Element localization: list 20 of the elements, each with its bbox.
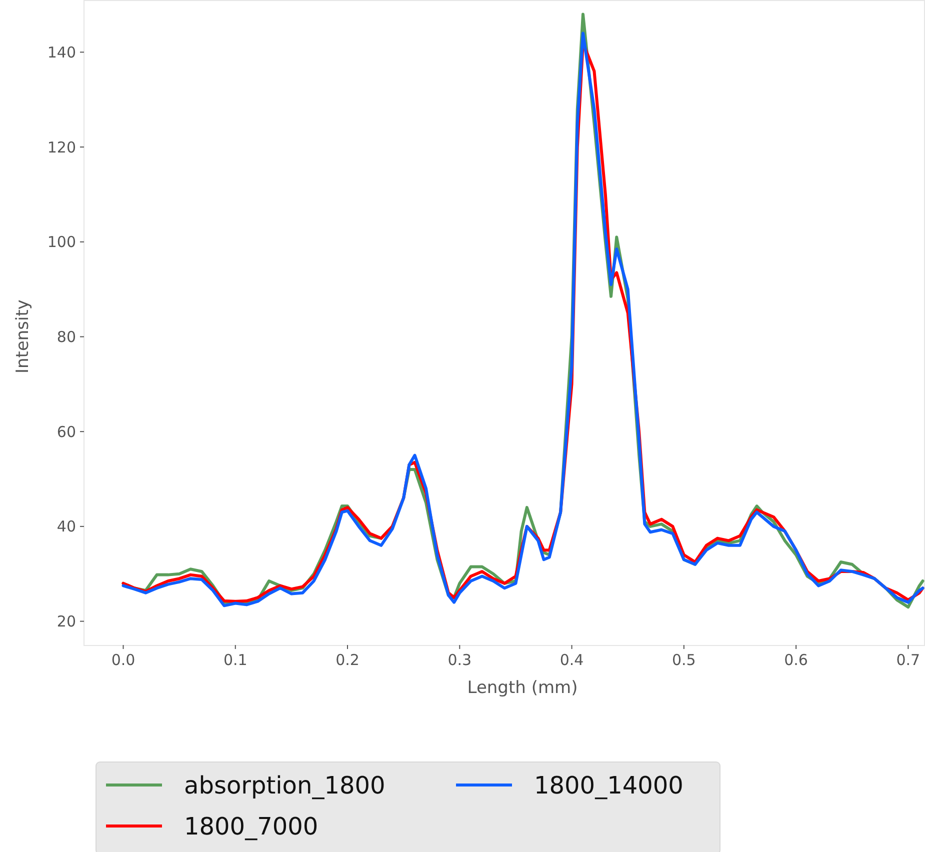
- x-tick-label: 0.2: [336, 651, 360, 669]
- y-tick-label: 20: [56, 612, 76, 631]
- y-tick-label: 140: [47, 43, 76, 62]
- y-tick-label: 120: [47, 138, 76, 156]
- y-tick-label: 60: [56, 422, 76, 441]
- x-tick-label: 0.5: [672, 651, 696, 669]
- x-tick-label: 0.7: [896, 651, 920, 669]
- x-tick-label: 0.3: [448, 651, 472, 669]
- x-tick-label: 0.6: [784, 651, 808, 669]
- y-tick-label: 80: [56, 328, 76, 346]
- x-tick-label: 0.4: [560, 651, 584, 669]
- y-tick-label: 40: [56, 518, 76, 536]
- x-tick-label: 0.0: [111, 651, 136, 669]
- y-tick-label: 100: [47, 233, 76, 252]
- legend-label: 1800_7000: [184, 812, 318, 840]
- y-axis-title: Intensity: [13, 300, 33, 374]
- legend-label: absorption_1800: [184, 771, 386, 800]
- x-axis-title: Length (mm): [467, 678, 578, 698]
- x-tick-label: 0.1: [223, 651, 248, 669]
- legend-label: 1800_14000: [534, 771, 684, 800]
